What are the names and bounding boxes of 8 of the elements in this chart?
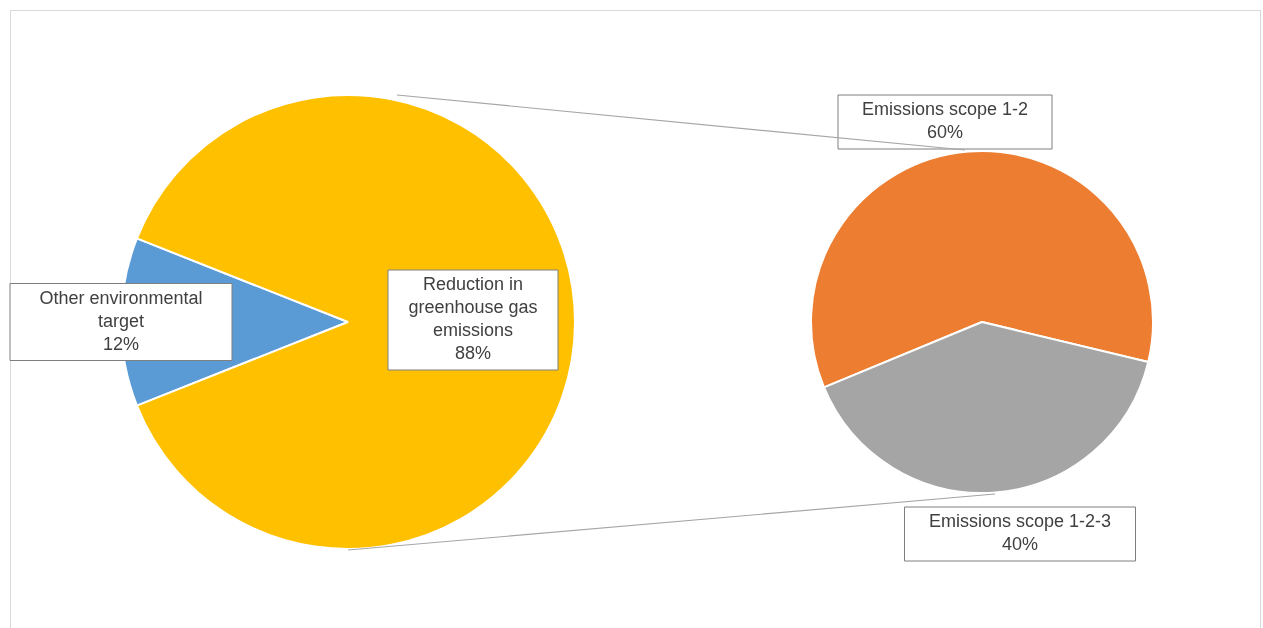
data-label: 12%: [102, 333, 140, 354]
data-label: 88%: [454, 343, 492, 364]
slice-label: Emissions scope 1-2-3: [928, 511, 1112, 532]
slice-label: Emissions scope 1-2: [861, 99, 1029, 120]
data-label: 60%: [926, 122, 964, 143]
slice-label: Other environmental target: [39, 287, 203, 331]
slice-label: Reduction in greenhouse gas emissions: [408, 274, 538, 341]
data-label: 40%: [1001, 534, 1039, 555]
